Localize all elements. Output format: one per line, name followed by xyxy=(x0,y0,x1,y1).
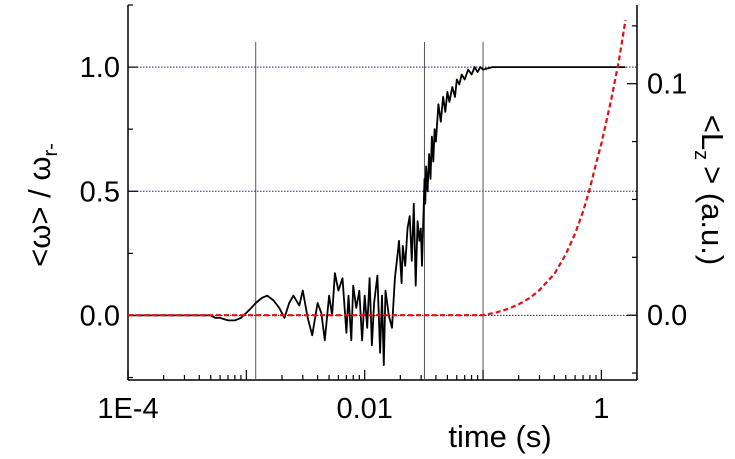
left-axis-title: <ω> / ωr- xyxy=(22,143,62,267)
tick-marks xyxy=(127,4,638,380)
right-y-tick-label: 0.1 xyxy=(647,69,687,101)
left-y-tick-label: 1.0 xyxy=(80,52,120,84)
right-axis-title-pre: <L xyxy=(695,115,730,150)
svg-text:<ω> / ωr-: <ω> / ωr- xyxy=(22,143,62,267)
angular-momentum-curve xyxy=(128,19,627,317)
x-tick-label: 0.01 xyxy=(336,393,392,425)
left-axis-title-subscript: r- xyxy=(40,143,62,156)
right-axis-title: <Lz > (a.u.) xyxy=(690,115,730,265)
left-axis-title-main: <ω> / ω xyxy=(22,156,57,266)
svg-text:<Lz> (a.u.): <Lz > (a.u.) xyxy=(690,115,730,265)
x-axis-title: time (s) xyxy=(448,419,551,454)
right-axis-title-subscript: z xyxy=(690,150,712,160)
left-y-tick-label: 0.0 xyxy=(80,300,120,332)
x-tick-label: 1 xyxy=(593,393,609,425)
data-series xyxy=(128,19,627,367)
right-y-tick-label: 0.0 xyxy=(647,300,687,332)
x-tick-label: 1E-4 xyxy=(97,393,158,425)
right-axis-title-post: > (a.u.) xyxy=(695,166,730,265)
left-y-tick-label: 0.5 xyxy=(80,176,120,208)
rotation-rate-curve xyxy=(128,66,626,367)
tick-labels: 1E-4 0.01 1 0.0 0.5 1.0 0.0 0.1 xyxy=(80,52,688,425)
